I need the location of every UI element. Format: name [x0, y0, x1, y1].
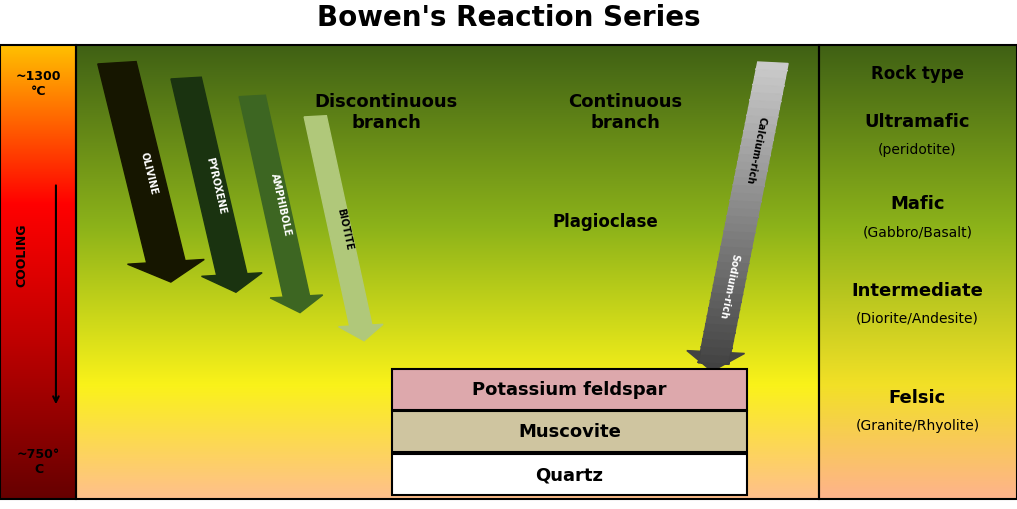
FancyArrow shape [753, 78, 785, 87]
Text: COOLING: COOLING [16, 223, 28, 286]
Bar [819, 46, 1017, 499]
FancyArrow shape [732, 178, 765, 187]
Text: Sodium-rich: Sodium-rich [718, 252, 740, 319]
Text: Potassium feldspar: Potassium feldspar [472, 380, 667, 399]
Text: AMPHIBOLE: AMPHIBOLE [270, 173, 293, 237]
Bar [76, 46, 819, 499]
FancyArrow shape [756, 63, 788, 72]
FancyArrow shape [731, 186, 764, 195]
FancyArrow shape [737, 155, 770, 164]
FancyArrow shape [726, 209, 759, 218]
FancyArrow shape [717, 256, 750, 264]
FancyArrow shape [719, 248, 752, 257]
FancyArrow shape [98, 63, 204, 282]
FancyArrow shape [723, 224, 756, 233]
FancyArrow shape [747, 101, 780, 110]
FancyArrow shape [751, 86, 783, 95]
Text: PYROXENE: PYROXENE [204, 156, 228, 215]
FancyArrow shape [713, 278, 745, 287]
Text: ~1300
°C: ~1300 °C [16, 70, 61, 98]
Text: (Gabbro/Basalt): (Gabbro/Basalt) [862, 224, 972, 239]
FancyArrow shape [741, 132, 774, 141]
Bar [392, 369, 747, 410]
FancyArrow shape [705, 317, 737, 326]
FancyArrow shape [702, 332, 734, 341]
FancyArrow shape [701, 340, 733, 349]
Text: Plagioclase: Plagioclase [552, 212, 658, 231]
Text: Discontinuous
branch: Discontinuous branch [315, 93, 458, 131]
FancyArrow shape [710, 294, 742, 302]
FancyArrow shape [744, 117, 777, 126]
FancyArrow shape [735, 163, 768, 172]
Text: Intermediate: Intermediate [851, 281, 983, 299]
Text: Calcium-rich: Calcium-rich [744, 115, 768, 184]
FancyArrow shape [704, 325, 736, 333]
Bar [392, 454, 747, 495]
FancyArrow shape [729, 194, 762, 203]
FancyArrow shape [754, 71, 786, 79]
Text: (Granite/Rhyolite): (Granite/Rhyolite) [855, 418, 979, 432]
FancyArrow shape [738, 148, 771, 156]
Text: Bowen's Reaction Series: Bowen's Reaction Series [316, 4, 701, 32]
FancyArrow shape [699, 348, 731, 356]
Text: Ultramafic: Ultramafic [864, 113, 970, 131]
FancyArrow shape [722, 232, 755, 241]
FancyArrow shape [725, 217, 758, 225]
Text: (Diorite/Andesite): (Diorite/Andesite) [856, 311, 978, 325]
FancyArrow shape [743, 125, 776, 133]
Text: Mafic: Mafic [890, 194, 945, 213]
FancyArrow shape [716, 263, 749, 272]
Text: Continuous
branch: Continuous branch [569, 93, 682, 131]
FancyArrow shape [746, 109, 779, 118]
Text: Rock type: Rock type [871, 65, 964, 83]
FancyArrow shape [734, 171, 767, 179]
Text: Quartz: Quartz [536, 465, 603, 484]
Text: Felsic: Felsic [889, 388, 946, 406]
Text: BIOTITE: BIOTITE [336, 207, 354, 251]
FancyArrow shape [720, 240, 753, 249]
FancyArrow shape [239, 96, 322, 313]
Text: OLIVINE: OLIVINE [139, 151, 159, 195]
Bar [392, 411, 747, 452]
FancyArrow shape [304, 117, 383, 341]
FancyArrow shape [714, 271, 746, 279]
Text: (peridotite): (peridotite) [878, 143, 957, 157]
FancyArrow shape [708, 301, 740, 310]
FancyArrow shape [707, 309, 739, 318]
Text: Muscovite: Muscovite [518, 422, 621, 441]
FancyArrow shape [728, 202, 761, 210]
FancyArrow shape [171, 78, 262, 293]
FancyArrow shape [698, 355, 730, 364]
FancyArrow shape [740, 140, 773, 149]
FancyArrow shape [750, 94, 782, 102]
FancyArrow shape [686, 351, 744, 372]
Text: ~750°
C: ~750° C [17, 447, 60, 474]
FancyArrow shape [711, 286, 743, 295]
Bar [0, 46, 76, 499]
